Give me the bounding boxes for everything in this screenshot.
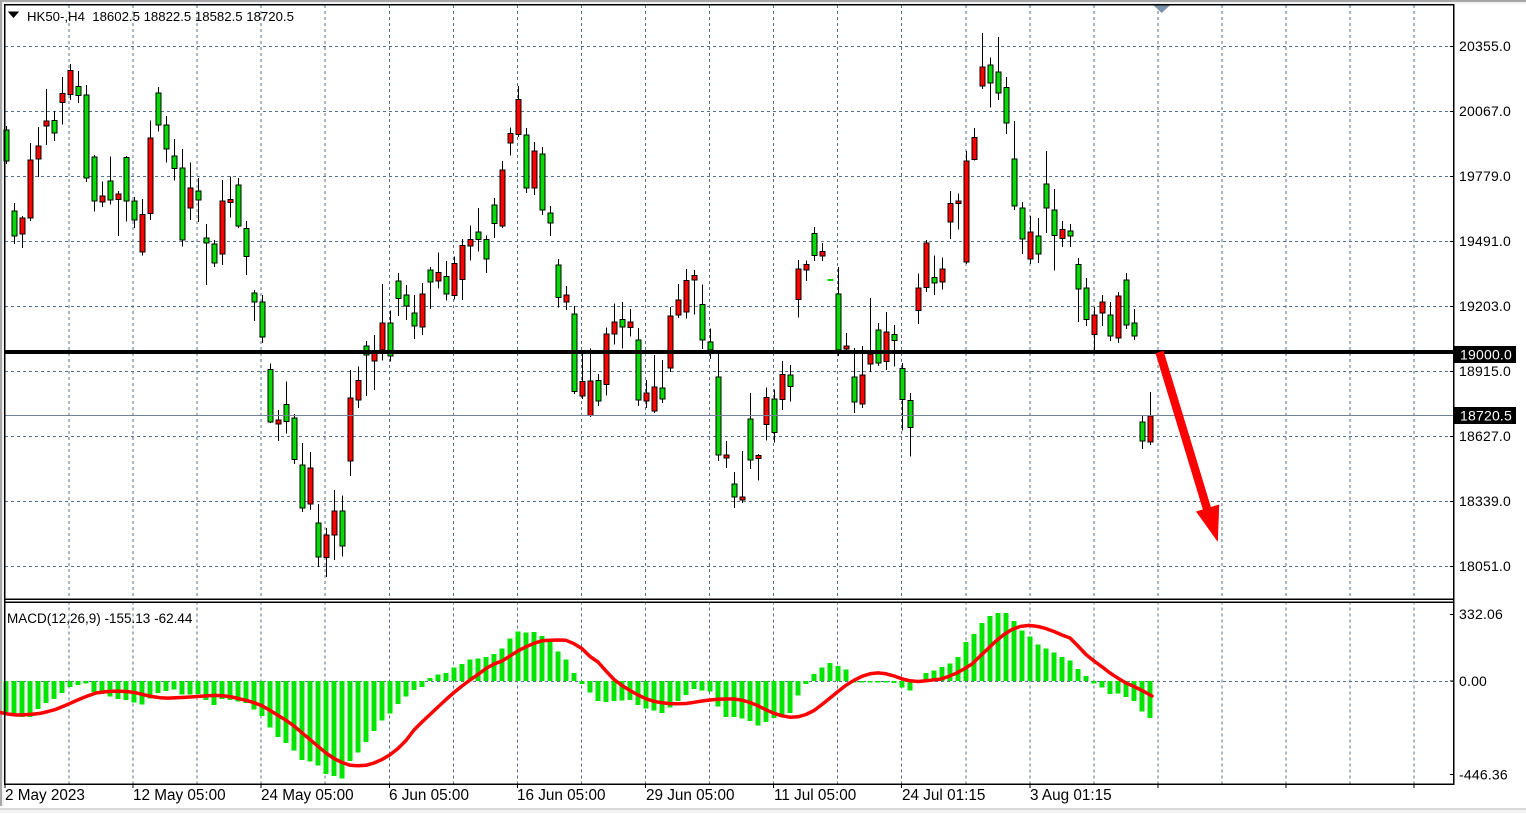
svg-text:HK50-,H4 18602.5 18822.5 1858: HK50-,H4 18602.5 18822.5 18582.5 18720.5 [27,9,294,24]
svg-text:18339.0: 18339.0 [1459,493,1511,509]
svg-text:19000.0: 19000.0 [1460,346,1512,362]
svg-text:19779.0: 19779.0 [1459,168,1511,184]
svg-text:24 May 05:00: 24 May 05:00 [261,787,354,804]
svg-text:0.00: 0.00 [1459,673,1487,689]
svg-text:20355.0: 20355.0 [1459,38,1511,54]
svg-text:2 May 2023: 2 May 2023 [5,787,85,804]
svg-text:11 Jul 05:00: 11 Jul 05:00 [774,787,856,804]
svg-text:332.06: 332.06 [1459,606,1503,622]
svg-text:19491.0: 19491.0 [1459,233,1511,249]
svg-text:6 Jun 05:00: 6 Jun 05:00 [389,787,469,804]
svg-text:MACD(12,26,9) -155.13 -62.44: MACD(12,26,9) -155.13 -62.44 [7,611,193,626]
svg-text:18915.0: 18915.0 [1459,363,1511,379]
svg-text:18627.0: 18627.0 [1459,428,1511,444]
svg-text:-446.36: -446.36 [1459,766,1508,782]
svg-text:24 Jul 01:15: 24 Jul 01:15 [902,787,985,804]
svg-text:16 Jun 05:00: 16 Jun 05:00 [517,787,605,804]
svg-text:29 Jun 05:00: 29 Jun 05:00 [646,787,734,804]
svg-text:20067.0: 20067.0 [1459,103,1511,119]
svg-text:18720.5: 18720.5 [1460,407,1512,423]
svg-text:12 May 05:00: 12 May 05:00 [133,787,226,804]
svg-text:19203.0: 19203.0 [1459,298,1511,314]
svg-text:3 Aug 01:15: 3 Aug 01:15 [1030,787,1112,804]
svg-text:18051.0: 18051.0 [1459,558,1511,574]
